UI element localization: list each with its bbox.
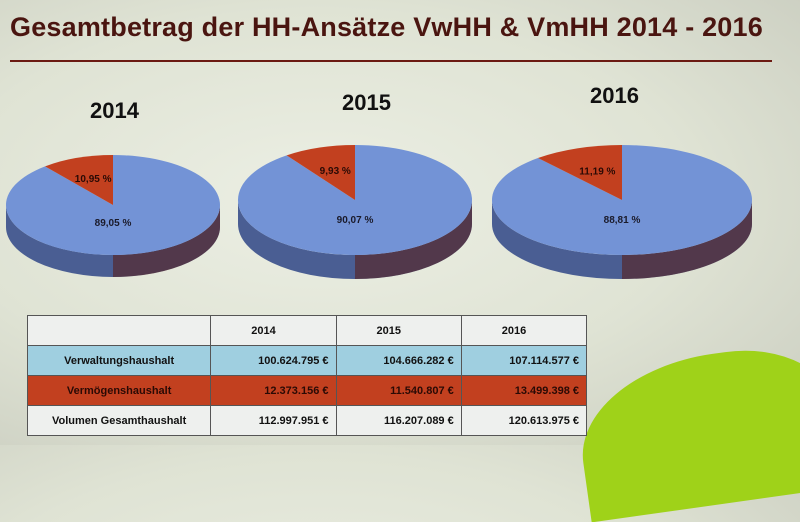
pie-side-shadow bbox=[622, 200, 752, 279]
cell-2015: 11.540.807 € bbox=[335, 375, 462, 406]
cell-2016: 13.499.398 € bbox=[460, 375, 588, 406]
page-title: Gesamtbetrag der HH-Ansätze VwHH & VmHH … bbox=[10, 12, 763, 42]
table-row-verwaltungshaushalt: Verwaltungshaushalt 100.624.795 € 104.66… bbox=[26, 345, 588, 376]
year-label-2015: 2015 bbox=[342, 90, 391, 115]
year-label-2014: 2014 bbox=[90, 98, 139, 123]
pie-side-shadow bbox=[355, 200, 472, 279]
cell-2014: 112.997.951 € bbox=[210, 405, 337, 436]
cell-2015: 104.666.282 € bbox=[335, 345, 462, 376]
pie-label-big: 90,07 % bbox=[337, 215, 374, 226]
cell-2016: 107.114.577 € bbox=[460, 345, 588, 376]
cell-2014: 100.624.795 € bbox=[210, 345, 337, 376]
pie-side-shadow bbox=[113, 205, 220, 277]
cell-2014: 12.373.156 € bbox=[210, 375, 337, 406]
title-underline bbox=[10, 60, 772, 62]
pie-chart-2015: 9,93 % 90,07 % bbox=[237, 145, 472, 279]
table-header-2015: 2015 bbox=[335, 315, 462, 346]
table-row-gesamthaushalt: Volumen Gesamthaushalt 112.997.951 € 116… bbox=[26, 405, 588, 436]
pie-label-big: 88,81 % bbox=[604, 215, 641, 226]
table-row-vermoegenshaushalt: Vermögenshaushalt 12.373.156 € 11.540.80… bbox=[26, 375, 588, 406]
pie-label-small: 9,93 % bbox=[320, 166, 351, 177]
pie-slice-vermoegenshaushalt bbox=[537, 145, 622, 200]
pie-label-small: 10,95 % bbox=[75, 174, 112, 185]
cell-2015: 116.207.089 € bbox=[335, 405, 462, 436]
table-header-row: 2014 2015 2016 bbox=[26, 315, 588, 346]
row-label: Verwaltungshaushalt bbox=[26, 345, 212, 376]
pie-chart-2014: 10,95 % 89,05 % bbox=[6, 155, 220, 277]
pie-charts: 10,95 % 89,05 % 9,93 % 90,07 % 11,19 % 88,81 … bbox=[6, 145, 753, 279]
budget-table: 2014 2015 2016 Verwaltungshaushalt 100.6… bbox=[26, 315, 588, 436]
table-header-2014: 2014 bbox=[210, 315, 337, 346]
pie-label-small: 11,19 % bbox=[579, 167, 615, 178]
row-label: Vermögenshaushalt bbox=[26, 375, 212, 406]
pie-chart-2016: 11,19 % 88,81 % bbox=[491, 145, 753, 279]
table-header-2016: 2016 bbox=[460, 315, 588, 346]
pie-slice-vermoegenshaushalt bbox=[286, 145, 355, 200]
cell-2016: 120.613.975 € bbox=[460, 405, 588, 436]
pie-slice-verwaltungshaushalt bbox=[6, 155, 220, 255]
pie-label-big: 89,05 % bbox=[95, 218, 132, 229]
year-label-2016: 2016 bbox=[590, 83, 639, 108]
decorative-green-shape bbox=[570, 337, 800, 522]
pie-slice-vermoegenshaushalt bbox=[45, 155, 113, 205]
row-label: Volumen Gesamthaushalt bbox=[26, 405, 212, 436]
table-header-empty bbox=[26, 315, 212, 346]
